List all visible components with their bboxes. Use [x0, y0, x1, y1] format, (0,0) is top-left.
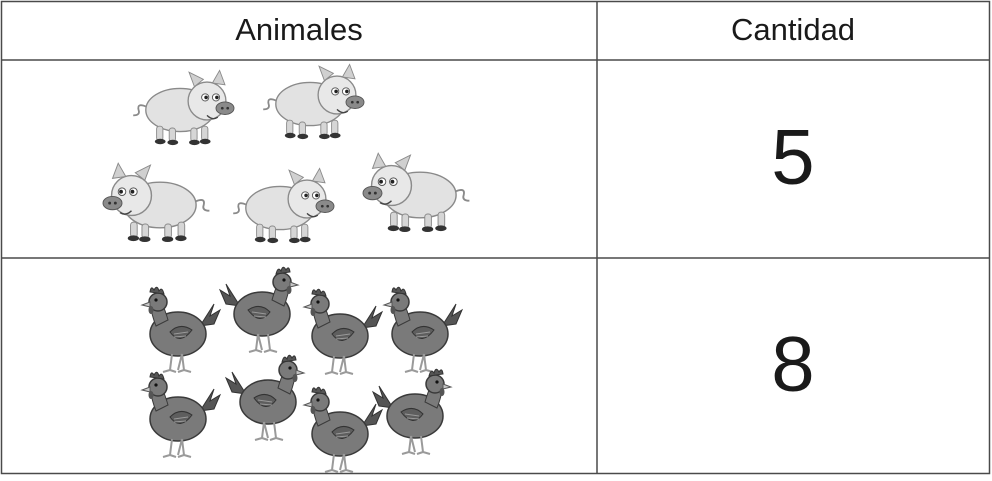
quantity-cell: 5	[771, 113, 814, 201]
hen-illustration	[383, 286, 463, 373]
hen-illustration	[225, 354, 305, 441]
header-cell: Cantidad	[731, 12, 855, 47]
pig-illustration	[232, 167, 335, 245]
header-cell: Animales	[235, 12, 363, 47]
hen-illustration	[141, 371, 221, 458]
pig-illustration	[362, 152, 471, 234]
hen-illustration	[372, 368, 452, 455]
hen-illustration	[219, 266, 299, 353]
pig-illustration	[262, 63, 365, 141]
quantity-cell: 8	[771, 320, 814, 408]
pig-illustration	[132, 69, 235, 147]
pig-illustration	[102, 162, 211, 244]
hen-illustration	[303, 386, 383, 473]
hen-illustration	[141, 286, 221, 373]
hen-illustration	[303, 288, 383, 375]
